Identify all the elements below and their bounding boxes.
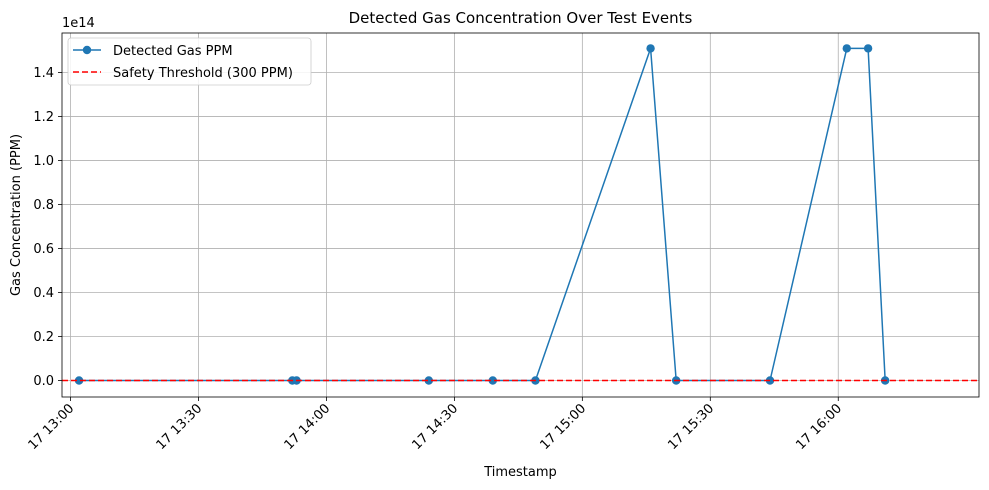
- data-point: [863, 44, 873, 53]
- series-line-detected-gas: [79, 47, 886, 382]
- x-tick-label: 17 16:00: [793, 401, 845, 453]
- data-point: [765, 376, 775, 385]
- x-tick-label: 17 13:30: [154, 401, 206, 453]
- plot-area: [62, 44, 979, 385]
- chart-title: Detected Gas Concentration Over Test Eve…: [349, 9, 693, 27]
- legend-marker-detected-gas: [82, 45, 92, 55]
- data-point: [424, 376, 433, 385]
- data-point: [488, 376, 497, 385]
- x-tick-label: 17 14:00: [282, 401, 334, 453]
- legend: Detected Gas PPM Safety Threshold (300 PP…: [67, 37, 312, 86]
- y-tick-label: 0.0: [33, 374, 54, 389]
- grid: [62, 33, 979, 397]
- legend-label-threshold: Safety Threshold (300 PPM): [113, 66, 293, 81]
- y-tick-label: 0.6: [33, 242, 54, 257]
- y-tick-label: 1.2: [33, 110, 54, 125]
- y-offset-label: 1e14: [62, 16, 95, 31]
- y-tick-label: 0.2: [33, 330, 54, 345]
- y-axis-ticks: 0.0 0.2 0.4 0.6 0.8 1.0 1.2 1.4: [33, 66, 62, 389]
- y-tick-label: 0.8: [33, 198, 54, 213]
- x-axis-ticks: 17 13:00 17 13:30 17 14:00 17 14:30 17 15:00…: [26, 397, 845, 453]
- x-axis-title: Timestamp: [483, 465, 557, 480]
- legend-box: [67, 37, 312, 86]
- x-tick-label: 17 15:30: [665, 401, 717, 453]
- y-tick-label: 1.4: [33, 66, 54, 81]
- data-point: [646, 44, 655, 53]
- axes-frame: [61, 32, 980, 398]
- x-tick-label: 17 13:00: [26, 401, 78, 453]
- y-tick-label: 1.0: [33, 154, 54, 169]
- x-tick-label: 17 14:30: [410, 401, 462, 453]
- y-tick-label: 0.4: [33, 286, 54, 301]
- legend-label-detected-gas: Detected Gas PPM: [113, 44, 233, 59]
- data-point: [74, 376, 84, 385]
- data-point: [842, 44, 851, 53]
- y-axis-title: Gas Concentration (PPM): [9, 134, 24, 296]
- x-tick-label: 17 15:00: [537, 401, 589, 453]
